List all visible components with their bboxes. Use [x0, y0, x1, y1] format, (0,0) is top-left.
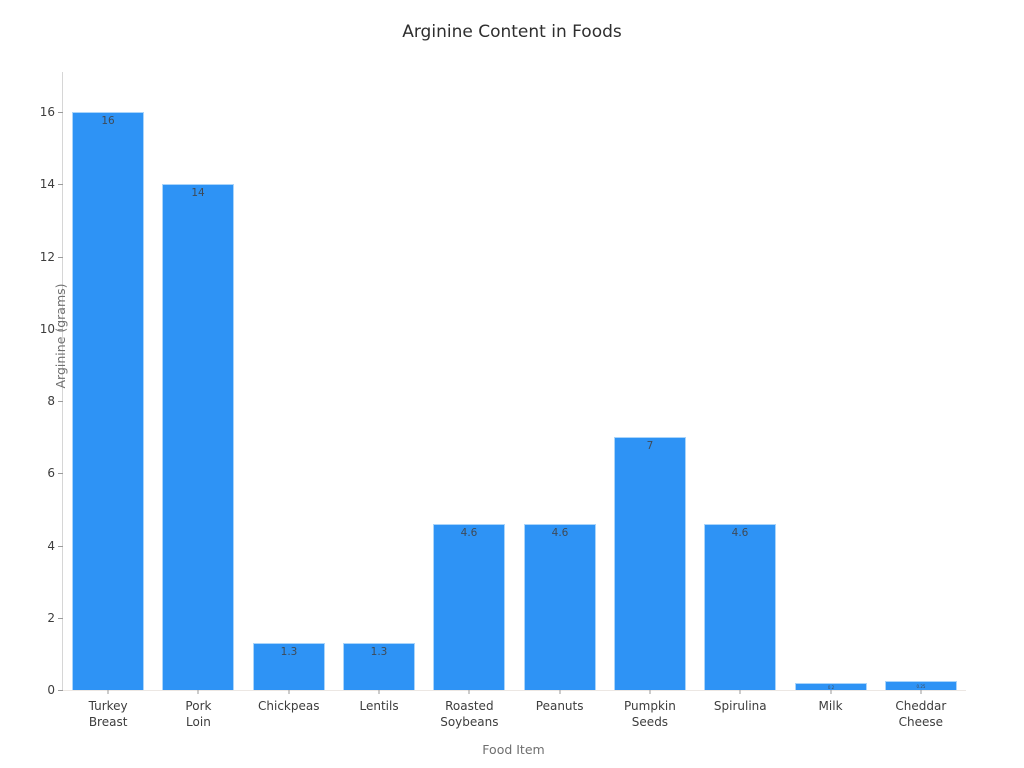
y-tick-label: 2 — [47, 610, 55, 625]
y-axis-title: Arginine (grams) — [53, 283, 69, 389]
y-tick-mark — [58, 328, 63, 330]
x-tick-label: Spirulina — [713, 699, 767, 713]
y-tick-label: 12 — [39, 249, 55, 264]
bar-value-label: 1.3 — [370, 646, 388, 658]
y-tick-mark — [58, 545, 63, 547]
x-tick-label: Turkey Breast — [88, 699, 128, 729]
bar-value-label: 16 — [101, 115, 115, 127]
y-tick-mark — [58, 256, 63, 258]
y-tick-mark — [58, 112, 63, 114]
x-tick-label: Pumpkin Seeds — [624, 699, 676, 729]
y-tick-label: 16 — [39, 105, 55, 120]
bar-value-label: 0.2 — [827, 685, 835, 690]
bar-chickpeas: 1.3 — [253, 643, 325, 690]
chart-title: Arginine Content in Foods — [402, 22, 622, 42]
bar-milk: 0.2 — [795, 683, 867, 690]
bar-pumpkin-seeds: 7 — [614, 437, 686, 690]
y-tick-label: 14 — [39, 177, 55, 192]
bar-value-label: 14 — [191, 187, 205, 199]
x-tick-mark — [739, 690, 741, 694]
x-tick-label: Milk — [818, 699, 843, 713]
bar-cheddar-cheese: 0.25 — [885, 681, 957, 690]
y-tick-label: 4 — [47, 538, 55, 553]
x-tick-mark — [288, 690, 290, 694]
y-tick-mark — [58, 690, 63, 691]
x-tick-mark — [468, 690, 470, 694]
bar-peanuts: 4.6 — [524, 524, 596, 690]
plot-area: 0 2 4 6 8 10 12 14 16 16 Turkey Breast 14 Pork Loin 1… — [40, 72, 966, 729]
bar-pork-loin: 14 — [162, 184, 234, 690]
bar-turkey-breast: 16 — [72, 112, 144, 690]
x-axis-title: Food Item — [482, 742, 545, 757]
x-tick-mark — [107, 690, 109, 694]
x-tick-mark — [830, 690, 832, 694]
x-tick-mark — [197, 690, 199, 694]
x-tick-label: Roasted Soybeans — [440, 699, 499, 729]
x-tick-label: Cheddar Cheese — [895, 699, 947, 729]
bar-value-label: 7 — [646, 440, 654, 452]
y-tick-mark — [58, 401, 63, 403]
bar-spirulina: 4.6 — [704, 524, 776, 690]
y-tick-label: 0 — [47, 683, 55, 697]
y-tick-label: 6 — [47, 466, 55, 481]
y-tick-label: 8 — [47, 394, 55, 409]
x-tick-label: Lentils — [359, 699, 399, 713]
bar-value-label: 4.6 — [460, 527, 478, 539]
x-tick-mark — [920, 690, 922, 694]
y-tick-mark — [58, 184, 63, 186]
bar-value-label: 1.3 — [280, 646, 298, 658]
bar-roasted-soybeans: 4.6 — [433, 524, 505, 690]
bar-value-label: 4.6 — [551, 527, 569, 539]
y-tick-mark — [58, 617, 63, 619]
bar-value-label: 0.25 — [916, 684, 926, 689]
x-tick-label: Chickpeas — [258, 699, 320, 713]
y-tick-label: 10 — [39, 321, 55, 336]
bar-lentils: 1.3 — [343, 643, 415, 690]
y-tick-mark — [58, 473, 63, 475]
x-tick-mark — [649, 690, 651, 694]
x-tick-mark — [559, 690, 561, 694]
x-tick-label: Pork Loin — [185, 699, 212, 729]
x-tick-mark — [378, 690, 380, 694]
bar-value-label: 4.6 — [731, 527, 749, 539]
x-tick-label: Peanuts — [535, 699, 584, 713]
